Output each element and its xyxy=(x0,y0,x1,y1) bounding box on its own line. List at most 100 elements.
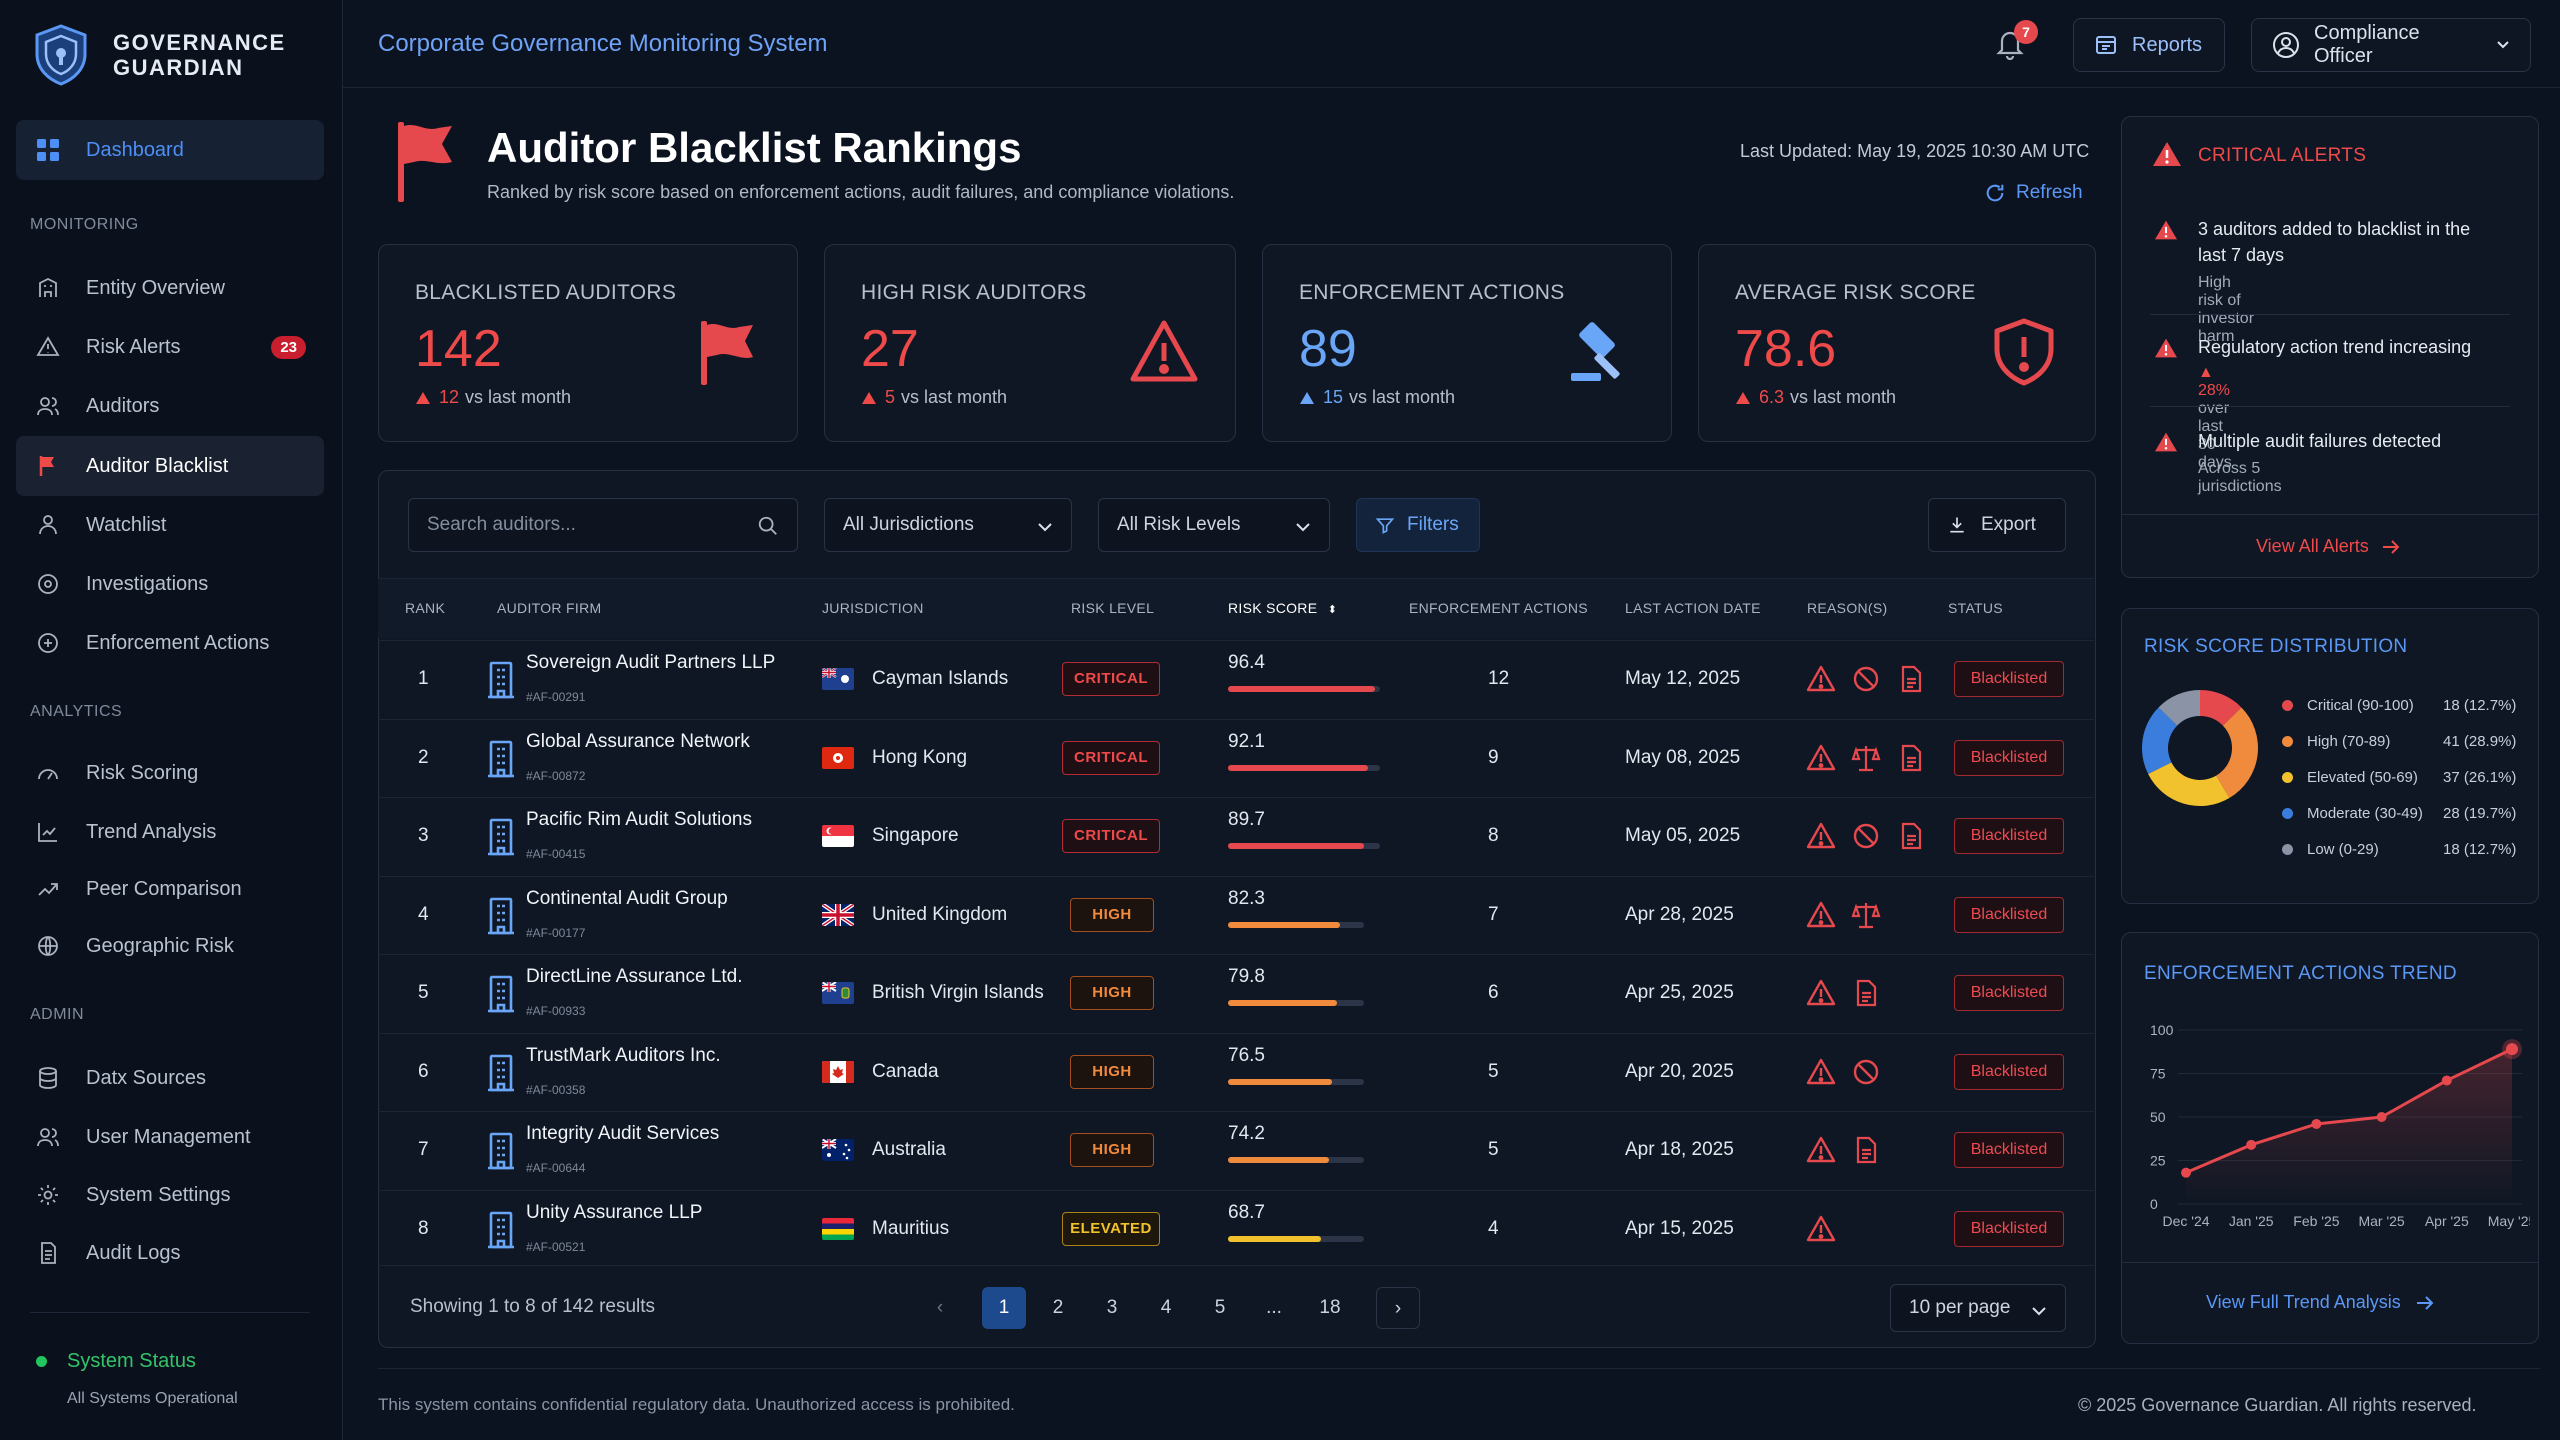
nav-peer-comparison[interactable]: Peer Comparison xyxy=(16,859,324,919)
table-row[interactable] xyxy=(378,1111,2094,1189)
building-icon xyxy=(488,897,514,935)
firm-name[interactable]: Continental Audit Group xyxy=(526,888,728,909)
search-input[interactable]: Search auditors... xyxy=(408,498,798,552)
nav-auditor-blacklist[interactable]: Auditor Blacklist xyxy=(16,436,324,496)
warning-icon[interactable] xyxy=(1806,821,1836,851)
export-button[interactable]: Export xyxy=(1928,498,2066,552)
bell-icon[interactable] xyxy=(1993,26,2027,60)
stat-card-enforcement: ENFORCEMENT ACTIONS 89 15 vs last month xyxy=(1262,244,1672,442)
table-row[interactable] xyxy=(378,1190,2094,1268)
trend-line xyxy=(2185,1047,2513,1175)
cell-enforcement-actions: 5 xyxy=(1488,1061,1499,1082)
firm-name[interactable]: Sovereign Audit Partners LLP xyxy=(526,652,776,673)
view-all-alerts-link[interactable]: View All Alerts xyxy=(2256,536,2401,557)
document-icon[interactable] xyxy=(1851,1135,1881,1165)
document-icon[interactable] xyxy=(1851,978,1881,1008)
warning-icon[interactable] xyxy=(1806,1135,1836,1165)
warning-icon xyxy=(2153,142,2181,166)
th-enforcement: ENFORCEMENT ACTIONS xyxy=(1409,600,1588,616)
page-button[interactable]: 5 xyxy=(1214,1297,1226,1318)
nav-audit-logs[interactable]: Audit Logs xyxy=(16,1223,324,1283)
nav-investigations[interactable]: Investigations xyxy=(16,554,324,614)
ban-icon[interactable] xyxy=(1851,664,1881,694)
nav-entity-overview[interactable]: Entity Overview xyxy=(16,258,324,318)
warning-icon[interactable] xyxy=(1806,900,1836,930)
section-analytics: ANALYTICS xyxy=(30,703,123,720)
nav-enforcement-actions[interactable]: Enforcement Actions xyxy=(16,613,324,673)
flag-icon-singapore xyxy=(822,825,854,847)
document-icon[interactable] xyxy=(1896,743,1926,773)
filters-button[interactable]: Filters xyxy=(1356,498,1480,552)
prev-page-button[interactable]: ‹ xyxy=(936,1297,944,1318)
warning-icon[interactable] xyxy=(1806,1214,1836,1244)
nav-geographic-risk[interactable]: Geographic Risk xyxy=(16,916,324,976)
trend-point[interactable] xyxy=(2181,1167,2191,1178)
trend-point[interactable] xyxy=(2376,1112,2387,1122)
firm-name[interactable]: DirectLine Assurance Ltd. xyxy=(526,966,743,987)
warning-icon[interactable] xyxy=(1806,743,1836,773)
nav-auditors[interactable]: Auditors xyxy=(16,376,324,436)
trend-point[interactable] xyxy=(2311,1118,2322,1129)
cell-risk-score: 96.4 xyxy=(1228,652,1265,673)
pagination-summary: Showing 1 to 8 of 142 results xyxy=(410,1296,656,1317)
nav-trend-analysis[interactable]: Trend Analysis xyxy=(16,802,324,862)
firm-name[interactable]: TrustMark Auditors Inc. xyxy=(526,1045,721,1066)
firm-name[interactable]: Global Assurance Network xyxy=(526,731,750,752)
document-icon[interactable] xyxy=(1896,821,1926,851)
trend-point[interactable] xyxy=(2441,1075,2452,1086)
per-page-select[interactable]: 10 per page xyxy=(1890,1284,2066,1332)
nav-risk-scoring[interactable]: Risk Scoring xyxy=(16,743,324,803)
table-row[interactable] xyxy=(378,954,2094,1032)
nav-user-management[interactable]: User Management xyxy=(16,1107,324,1167)
ban-icon[interactable] xyxy=(1851,1057,1881,1087)
nav-data-sources[interactable]: Datx Sources xyxy=(16,1048,324,1108)
nav-dashboard[interactable]: Dashboard xyxy=(16,120,324,180)
cell-last-action-date: May 12, 2025 xyxy=(1625,668,1741,689)
page-button[interactable]: 3 xyxy=(1106,1297,1118,1318)
warning-icon[interactable] xyxy=(1806,664,1836,694)
building-icon xyxy=(488,661,514,699)
filter-icon xyxy=(1375,515,1395,535)
stat-delta-value: 12 xyxy=(439,387,460,407)
scales-icon[interactable] xyxy=(1851,743,1881,773)
firm-name[interactable]: Integrity Audit Services xyxy=(526,1123,720,1144)
legend-dot xyxy=(2282,808,2293,819)
page-button[interactable]: 18 xyxy=(1319,1297,1341,1318)
page-button[interactable]: 2 xyxy=(1052,1297,1064,1318)
trend-point[interactable] xyxy=(2506,1043,2518,1056)
reports-button[interactable]: Reports xyxy=(2073,18,2225,72)
scales-icon[interactable] xyxy=(1851,900,1881,930)
firm-id: #AF-00521 xyxy=(526,1240,586,1254)
next-page-button[interactable]: › xyxy=(1376,1287,1420,1329)
document-icon[interactable] xyxy=(1896,664,1926,694)
firm-id: #AF-00872 xyxy=(526,769,586,783)
table-row[interactable] xyxy=(378,719,2094,797)
table-row[interactable] xyxy=(378,1033,2094,1111)
building-icon xyxy=(34,274,62,302)
jurisdiction-select[interactable]: All Jurisdictions xyxy=(824,498,1072,552)
chart-icon xyxy=(34,818,62,846)
table-row[interactable] xyxy=(378,640,2094,718)
firm-name[interactable]: Unity Assurance LLP xyxy=(526,1202,703,1223)
nav-risk-alerts[interactable]: Risk Alerts 23 xyxy=(16,317,324,377)
view-trend-analysis-link[interactable]: View Full Trend Analysis xyxy=(2206,1292,2435,1313)
stat-delta-value: 5 xyxy=(885,387,896,407)
ban-icon[interactable] xyxy=(1851,821,1881,851)
page-button[interactable]: 1 xyxy=(982,1287,1026,1329)
status-badge: Blacklisted xyxy=(1954,975,2064,1011)
table-row[interactable] xyxy=(378,797,2094,875)
nav-watchlist[interactable]: Watchlist xyxy=(16,495,324,555)
firm-name[interactable]: Pacific Rim Audit Solutions xyxy=(526,809,752,830)
page-button[interactable]: 4 xyxy=(1160,1297,1172,1318)
warning-icon[interactable] xyxy=(1806,978,1836,1008)
risk-level-badge: HIGH xyxy=(1070,898,1154,932)
risk-level-select[interactable]: All Risk Levels xyxy=(1098,498,1330,552)
th-risk-score[interactable]: RISK SCORE ⬍ xyxy=(1228,600,1337,616)
table-row[interactable] xyxy=(378,876,2094,954)
user-menu[interactable]: Compliance Officer xyxy=(2251,18,2531,72)
users-icon xyxy=(34,1123,62,1151)
trend-point[interactable] xyxy=(2246,1139,2257,1150)
refresh-button[interactable]: Refresh xyxy=(1984,182,2083,204)
warning-icon[interactable] xyxy=(1806,1057,1836,1087)
nav-system-settings[interactable]: System Settings xyxy=(16,1165,324,1225)
